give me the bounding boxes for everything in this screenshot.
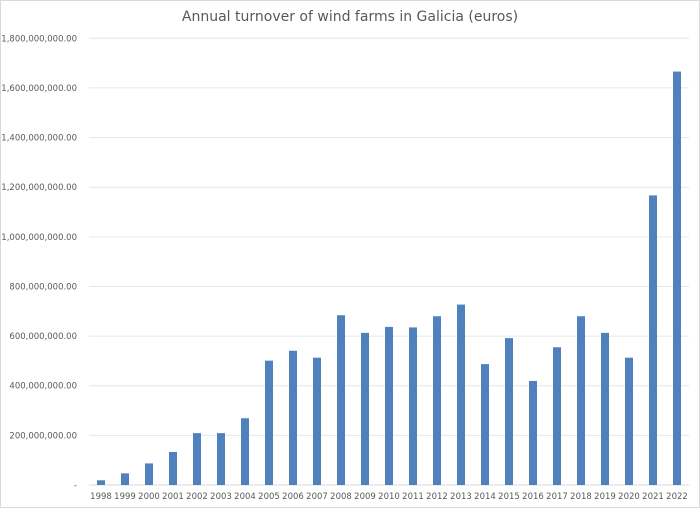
bar-2003 — [217, 433, 225, 485]
x-tick-label: 2006 — [282, 492, 304, 502]
bar-2010 — [385, 326, 393, 485]
bar-1999 — [121, 473, 129, 485]
bar-2017 — [553, 347, 561, 485]
y-tick-label: 200,000,000.00 — [9, 431, 77, 441]
bar-2016 — [529, 381, 537, 485]
x-tick-label: 2000 — [138, 492, 160, 502]
bar-2015 — [505, 338, 513, 485]
bar-2007 — [313, 357, 321, 485]
bar-2019 — [601, 332, 609, 485]
x-tick-label: 2021 — [642, 492, 664, 502]
y-tick-label: 1,000,000,000.00 — [1, 233, 77, 243]
x-tick-label: 2009 — [354, 492, 376, 502]
chart-title: Annual turnover of wind farms in Galicia… — [181, 9, 519, 25]
x-tick-label: 2017 — [546, 492, 568, 502]
bar-2018 — [577, 316, 585, 485]
x-tick-label: 2007 — [306, 492, 328, 502]
y-tick-label: 600,000,000.00 — [9, 332, 77, 342]
bar-2000 — [145, 463, 153, 485]
x-tick-label: 2001 — [162, 492, 184, 502]
bar-2009 — [361, 332, 369, 485]
x-tick-label: 2020 — [618, 492, 640, 502]
bar-2001 — [169, 451, 177, 485]
y-tick-label: 1,600,000,000.00 — [1, 84, 77, 94]
x-tick-label: 2010 — [378, 492, 400, 502]
bar-2011 — [409, 327, 417, 485]
y-tick-label: 1,800,000,000.00 — [1, 34, 77, 44]
x-tick-label: 2019 — [594, 492, 616, 502]
x-tick-label: 2016 — [522, 492, 544, 502]
x-tick-label: 2018 — [570, 492, 592, 502]
bar-2022 — [673, 71, 681, 486]
bar-1998 — [97, 480, 105, 485]
bar-2014 — [481, 364, 489, 485]
y-tick-label: 400,000,000.00 — [9, 382, 77, 392]
y-tick-label: 1,400,000,000.00 — [1, 134, 77, 144]
bar-2008 — [337, 315, 345, 485]
x-tick-label: 2004 — [234, 492, 256, 502]
x-tick-label: 2012 — [426, 492, 448, 502]
x-tick-label: 2002 — [186, 492, 208, 502]
x-tick-label: 2014 — [474, 492, 496, 502]
bar-2021 — [649, 195, 657, 485]
x-tick-label: 2008 — [330, 492, 352, 502]
y-tick-label: 800,000,000.00 — [9, 282, 77, 292]
x-tick-label: 2015 — [498, 492, 520, 502]
bar-2006 — [289, 350, 297, 485]
x-tick-label: 2022 — [666, 492, 688, 502]
bar-2005 — [265, 360, 273, 485]
bar-2012 — [433, 316, 441, 485]
x-tick-label: 1998 — [90, 492, 112, 502]
x-tick-label: 2011 — [402, 492, 424, 502]
y-tick-label: - — [74, 481, 77, 491]
x-tick-label: 2003 — [210, 492, 232, 502]
y-tick-label: 1,200,000,000.00 — [1, 183, 77, 193]
bar-2020 — [625, 357, 633, 485]
x-tick-label: 1999 — [114, 492, 136, 502]
x-tick-label: 2005 — [258, 492, 280, 502]
bar-2002 — [193, 433, 201, 485]
bar-2013 — [457, 304, 465, 485]
x-tick-label: 2013 — [450, 492, 472, 502]
bar-2004 — [241, 418, 249, 485]
